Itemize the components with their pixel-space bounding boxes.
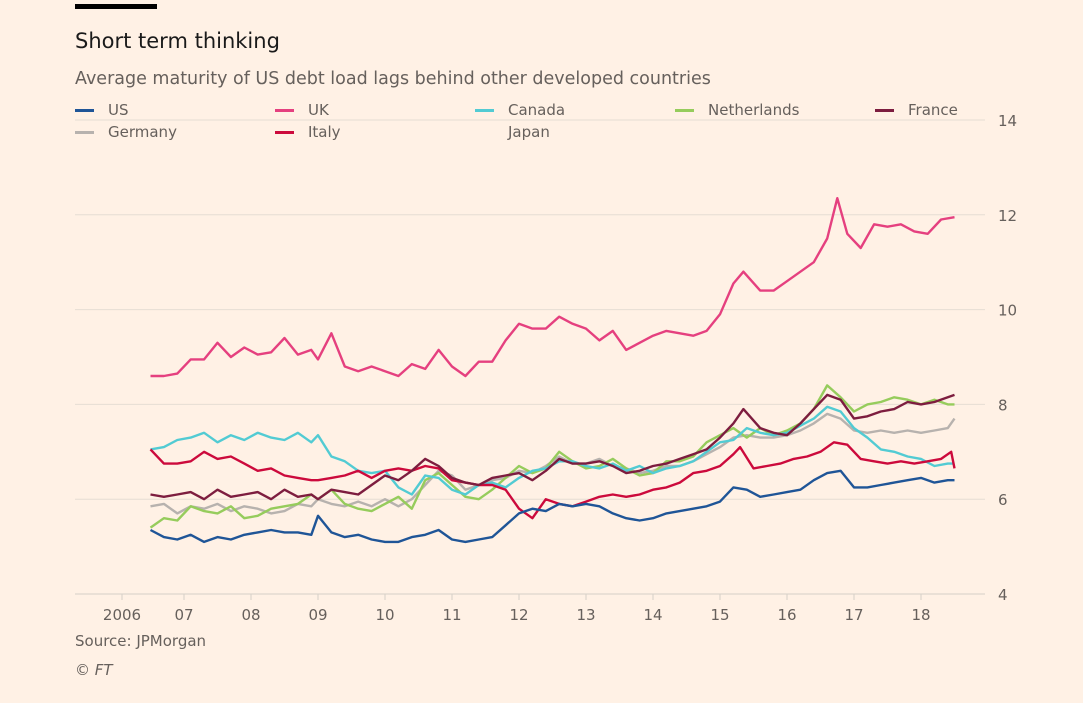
legend-item-france: France — [875, 101, 958, 119]
x-tick-label: 18 — [911, 606, 930, 624]
legend-item-italy: Italy — [275, 123, 341, 141]
legend-swatch-icon — [275, 108, 294, 112]
legend-label: UK — [308, 101, 329, 119]
x-tick-label: 16 — [777, 606, 796, 624]
legend-label: Canada — [508, 101, 566, 119]
legend-item-netherlands: Netherlands — [675, 101, 799, 119]
series-line-france — [150, 393, 955, 501]
legend-label: Japan — [508, 123, 550, 141]
copyright-note: © FT — [75, 661, 113, 679]
series-line-us — [149, 469, 955, 544]
legend-label: Italy — [308, 123, 341, 141]
legend-item-canada: Canada — [475, 101, 565, 119]
x-tick-label: 09 — [308, 606, 327, 624]
legend-label: France — [908, 101, 958, 119]
x-tick-label: 10 — [375, 606, 394, 624]
x-tick-label: 07 — [174, 606, 193, 624]
legend-label: Germany — [108, 123, 177, 141]
x-tick-label: 11 — [442, 606, 461, 624]
y-tick-label: 8 — [998, 396, 1008, 414]
ft-top-bar — [75, 4, 157, 9]
x-tick-label: 08 — [241, 606, 260, 624]
x-tick-label: 14 — [643, 606, 662, 624]
series-line-uk — [150, 196, 955, 378]
legend-swatch-icon — [475, 108, 494, 112]
x-tick-label: 12 — [509, 606, 528, 624]
legend-item-uk: UK — [275, 101, 329, 119]
legend-swatch-icon — [275, 130, 294, 134]
legend-item-us: US — [75, 101, 129, 119]
x-tick-label: 2006 — [103, 606, 141, 624]
y-tick-label: 10 — [998, 302, 1017, 320]
legend-swatch-icon — [675, 108, 694, 112]
source-note: Source: JPMorgan — [75, 632, 207, 650]
y-tick-label: 4 — [998, 586, 1008, 604]
legend-item-germany: Germany — [75, 123, 177, 141]
legend-swatch-icon — [75, 108, 94, 112]
y-tick-label: 12 — [998, 207, 1017, 225]
x-tick-label: 15 — [710, 606, 729, 624]
legend-swatch-icon — [875, 108, 894, 112]
y-tick-label: 6 — [998, 491, 1008, 509]
legend-swatch-icon — [75, 130, 94, 134]
series-line-canada — [150, 405, 955, 496]
series-line-netherlands — [149, 384, 955, 529]
x-tick-label: 17 — [844, 606, 863, 624]
chart-subtitle: Average maturity of US debt load lags be… — [75, 69, 711, 89]
legend-item-japan: Japan — [475, 123, 550, 141]
legend-label: Netherlands — [708, 101, 800, 119]
chart-title: Short term thinking — [75, 29, 280, 53]
y-tick-label: 14 — [998, 112, 1017, 130]
x-tick-label: 13 — [576, 606, 595, 624]
legend-label: US — [108, 101, 129, 119]
